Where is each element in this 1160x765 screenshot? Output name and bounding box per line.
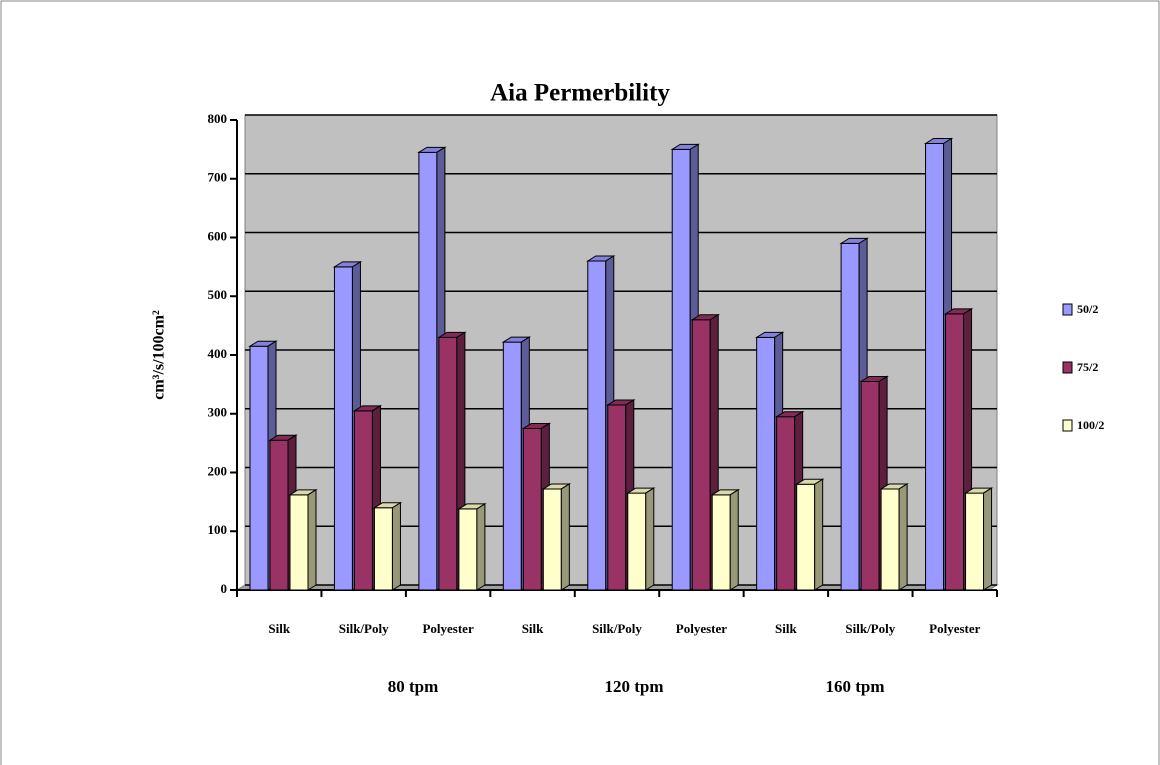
bar [796, 483, 816, 591]
bar-side [645, 487, 655, 591]
y-tick-label: 300 [208, 405, 228, 420]
y-tick-label: 700 [208, 170, 228, 185]
bar [671, 148, 691, 591]
legend-label: 50/2 [1077, 302, 1098, 316]
bar-side [983, 487, 993, 591]
bar [607, 404, 627, 591]
bar [289, 494, 309, 591]
group-label: 80 tpm [388, 677, 439, 696]
y-tick-label: 100 [208, 522, 228, 537]
bar-side [560, 483, 570, 591]
x-tick-label: Polyester [422, 621, 473, 636]
x-tick-label: Silk/Poly [592, 621, 642, 636]
bar [945, 313, 965, 591]
legend-swatch [1062, 361, 1073, 374]
x-tick-label: Silk/Poly [339, 621, 389, 636]
x-tick-label: Silk [522, 621, 544, 636]
bar [353, 410, 373, 591]
x-tick-label: Silk/Poly [845, 621, 895, 636]
bar [502, 341, 522, 591]
y-tick-label: 400 [208, 346, 228, 361]
legend-label: 100/2 [1077, 418, 1104, 432]
y-tick-label: 500 [208, 287, 228, 302]
bar-side [476, 503, 486, 591]
y-tick-label: 200 [208, 463, 228, 478]
chart-title: Aia Permerbility [490, 80, 670, 107]
legend-swatch [1062, 303, 1073, 316]
bar [522, 427, 542, 591]
bar [925, 143, 945, 591]
bar [438, 336, 458, 591]
bar [691, 319, 711, 591]
bar [860, 380, 880, 591]
bar-side [729, 488, 739, 591]
y-tick-label: 800 [208, 111, 228, 126]
bar [249, 345, 269, 591]
bar-side [898, 483, 908, 591]
x-tick-label: Polyester [929, 621, 980, 636]
group-label: 120 tpm [604, 677, 663, 696]
bar [373, 507, 393, 591]
bar [627, 492, 647, 591]
legend-label: 75/2 [1077, 360, 1098, 374]
y-tick-label: 600 [208, 228, 228, 243]
bar [542, 488, 562, 591]
x-tick-label: Silk [775, 621, 797, 636]
group-label: 160 tpm [825, 677, 884, 696]
bar [418, 151, 438, 591]
bar [840, 242, 860, 591]
bar-side [307, 488, 317, 591]
bar [756, 336, 776, 591]
bar [269, 439, 289, 591]
bar [711, 494, 731, 591]
legend-swatch [1062, 419, 1073, 432]
bar [587, 260, 607, 591]
x-tick-label: Polyester [676, 621, 727, 636]
y-axis-label: cm³/s/100cm² [151, 310, 168, 400]
bar [880, 488, 900, 591]
bar [776, 416, 796, 591]
bar-side [391, 501, 401, 591]
bar [458, 508, 478, 591]
bar-side [814, 478, 824, 591]
bar [333, 266, 353, 591]
bar [965, 492, 985, 591]
x-tick-label: Silk [268, 621, 290, 636]
y-tick-label: 0 [221, 581, 228, 596]
